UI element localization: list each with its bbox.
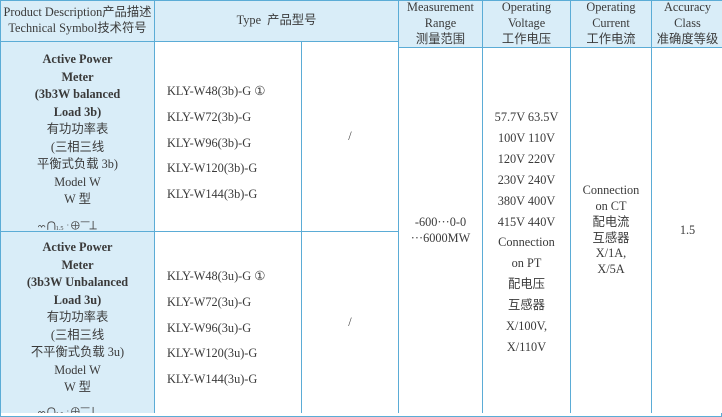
svg-text:1.5: 1.5 <box>55 224 63 231</box>
svg-text:·: · <box>66 407 69 413</box>
svg-text:·: · <box>66 221 69 230</box>
svg-text:1.5: 1.5 <box>55 410 63 413</box>
